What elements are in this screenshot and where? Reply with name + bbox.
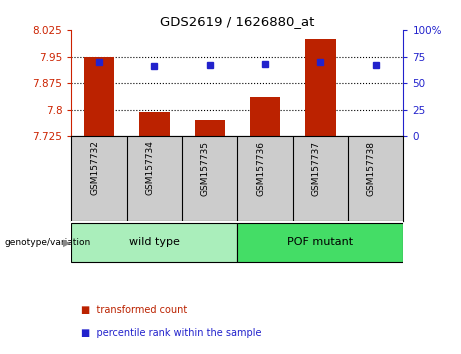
Text: GSM157736: GSM157736 xyxy=(256,141,265,195)
Bar xyxy=(305,39,336,136)
Text: GSM157738: GSM157738 xyxy=(366,141,376,195)
Bar xyxy=(195,120,225,136)
Text: genotype/variation: genotype/variation xyxy=(5,238,91,247)
Text: POF mutant: POF mutant xyxy=(287,238,354,247)
Bar xyxy=(71,223,237,262)
Bar xyxy=(84,57,114,136)
Text: GSM157734: GSM157734 xyxy=(145,141,154,195)
Text: ■  percentile rank within the sample: ■ percentile rank within the sample xyxy=(81,328,261,338)
Text: wild type: wild type xyxy=(129,238,180,247)
Text: GSM157732: GSM157732 xyxy=(90,141,99,195)
Title: GDS2619 / 1626880_at: GDS2619 / 1626880_at xyxy=(160,15,314,28)
Text: GSM157735: GSM157735 xyxy=(201,141,210,195)
Bar xyxy=(250,97,280,136)
Text: ■  transformed count: ■ transformed count xyxy=(81,305,187,315)
Text: ▶: ▶ xyxy=(63,238,71,247)
Bar xyxy=(237,223,403,262)
Text: GSM157737: GSM157737 xyxy=(311,141,320,195)
Bar xyxy=(139,112,170,136)
